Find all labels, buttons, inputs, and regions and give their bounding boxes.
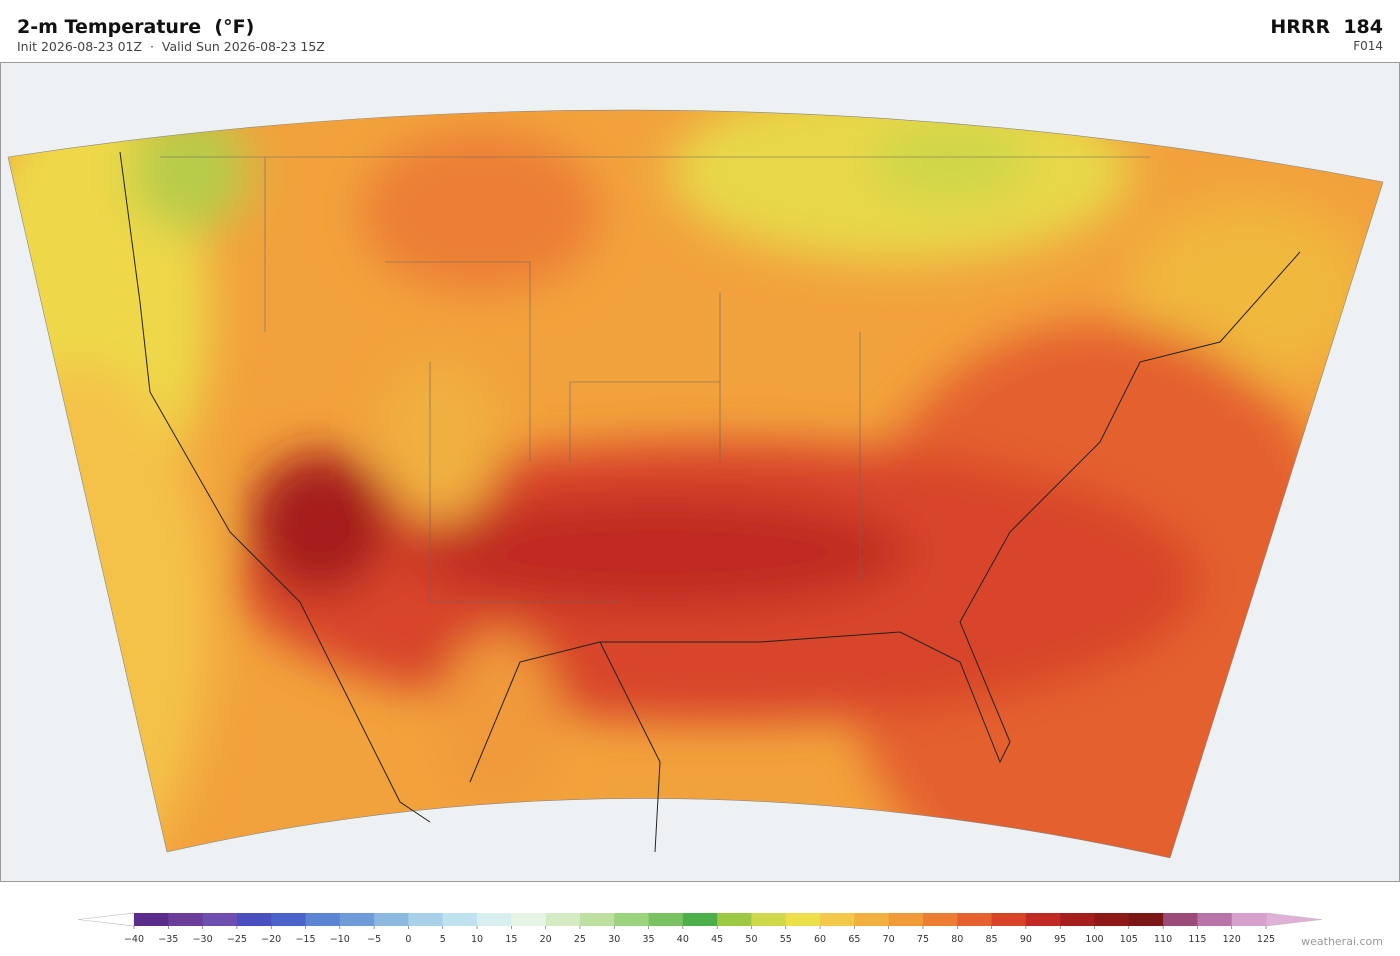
colorbar-bin — [374, 913, 409, 926]
colorbar-bin — [820, 913, 855, 926]
watermark: weatherai.com — [1301, 935, 1383, 948]
colorbar-tick-label: −20 — [261, 934, 281, 945]
colorbar-over — [1265, 912, 1323, 927]
colorbar-bin — [1060, 913, 1095, 926]
model-name: HRRR 184 — [1270, 16, 1383, 38]
colorbar-bin — [922, 913, 958, 926]
colorbar-bin — [1163, 913, 1198, 926]
colorbar-tick-label: −25 — [227, 934, 247, 945]
colorbar-tick-label: −5 — [367, 934, 381, 945]
colorbar-tick-label: 75 — [917, 934, 929, 945]
colorbar-under — [77, 912, 135, 927]
colorbar-bin — [408, 913, 444, 926]
state-borders — [160, 156, 1150, 603]
colorbar-tick-label: 70 — [883, 934, 895, 945]
colorbar-tick-label: 65 — [848, 934, 860, 945]
coastline — [119, 151, 1301, 853]
map — [0, 62, 1400, 882]
colorbar-tick-label: 35 — [642, 934, 654, 945]
colorbar-bin — [1197, 913, 1233, 926]
colorbar-tick-label: 25 — [574, 934, 586, 945]
colorbar-bin — [614, 913, 649, 926]
colorbar-tick-label: 5 — [440, 934, 446, 945]
colorbar-tick-label: 55 — [780, 934, 792, 945]
colorbar-bin — [957, 913, 992, 926]
map-title: 2-m Temperature (°F) — [17, 16, 255, 38]
colorbar-bin — [579, 913, 615, 926]
colorbar-tick-label: 115 — [1188, 934, 1206, 945]
colorbar-bin — [305, 913, 341, 926]
colorbar-bin — [134, 913, 169, 926]
colorbar-tick-label: 10 — [471, 934, 483, 945]
colorbar-tick-label: −35 — [158, 934, 178, 945]
colorbar-tick-label: 100 — [1085, 934, 1103, 945]
colorbar-tick-label: −30 — [193, 934, 213, 945]
forecast-hour: F014 — [1353, 39, 1383, 53]
colorbar-tick-label: 40 — [677, 934, 689, 945]
colorbar-bin — [1094, 913, 1130, 926]
colorbar-bin — [442, 913, 478, 926]
colorbar-tick-label: 95 — [1054, 934, 1066, 945]
colorbar-tick-label: 110 — [1154, 934, 1172, 945]
colorbar-tick-label: 120 — [1223, 934, 1241, 945]
temperature-field — [8, 110, 1383, 859]
colorbar-bin — [751, 913, 787, 926]
colorbar-bin — [168, 913, 204, 926]
colorbar-bin — [785, 913, 821, 926]
colorbar-tick-label: −10 — [330, 934, 350, 945]
colorbar-tick-label: 45 — [711, 934, 723, 945]
colorbar-tick-label: 85 — [986, 934, 998, 945]
colorbar-bin — [271, 913, 306, 926]
colorbar-bin — [1231, 913, 1267, 926]
colorbar-bin — [339, 913, 375, 926]
colorbar-bin — [1025, 913, 1061, 926]
colorbar-tick-label: −15 — [295, 934, 315, 945]
colorbar-tick-label: 80 — [951, 934, 963, 945]
colorbar-bin — [682, 913, 718, 926]
map-subtitle: Init 2026-08-23 01Z · Valid Sun 2026-08-… — [17, 39, 325, 54]
colorbar-tick-label: 90 — [1020, 934, 1032, 945]
colorbar-bin — [991, 913, 1027, 926]
colorbar-tick-label: 20 — [540, 934, 552, 945]
colorbar-tick-label: 60 — [814, 934, 826, 945]
colorbar-bin — [854, 913, 890, 926]
colorbar-bin — [545, 913, 581, 926]
colorbar-tick-label: −40 — [124, 934, 144, 945]
colorbar-tick-label: 15 — [505, 934, 517, 945]
colorbar-tick-label: 50 — [745, 934, 757, 945]
colorbar-bin — [236, 913, 272, 926]
colorbar: −40 −35 −30 −25 −20 −15 −10 −5 0 5 10 15 20 25 30 35 40 4… — [77, 912, 1323, 945]
colorbar-tick-label: 30 — [608, 934, 620, 945]
colorbar-tick-label: 125 — [1257, 934, 1275, 945]
colorbar-bin — [202, 913, 238, 926]
colorbar-bin — [477, 913, 512, 926]
colorbar-bin — [1128, 913, 1164, 926]
colorbar-tick-label: 105 — [1120, 934, 1138, 945]
colorbar-bin — [511, 913, 547, 926]
colorbar-bin — [717, 913, 752, 926]
colorbar-bin — [888, 913, 924, 926]
domain-outline — [7, 109, 1384, 859]
colorbar-tick-label: 0 — [405, 934, 411, 945]
colorbar-bin — [648, 913, 684, 926]
